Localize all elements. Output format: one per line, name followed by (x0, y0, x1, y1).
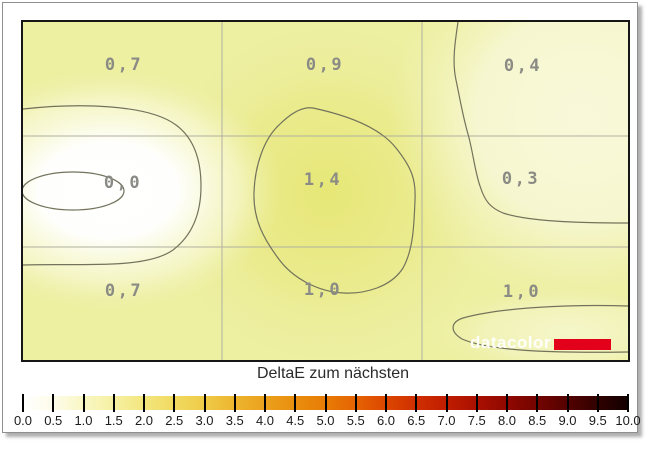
colorbar-tick-label: 8.5 (528, 413, 547, 428)
colorbar-tick (506, 394, 508, 412)
colorbar-tick (82, 394, 85, 412)
colorbar-tick (627, 394, 629, 412)
colorbar-title: DeltaE zum nächsten (256, 365, 410, 382)
datacolor-logo-red-bar (554, 339, 612, 350)
colorbar-tick (52, 394, 55, 412)
contour-right-divider (453, 22, 628, 224)
colorbar-tick-label: 1.0 (74, 413, 93, 428)
datacolor-logo: datacolor (470, 333, 612, 353)
colorbar-tick (354, 394, 357, 412)
colorbar-tick (143, 394, 145, 412)
colorbar-tick (445, 394, 448, 412)
colorbar-tick (415, 394, 418, 412)
colorbar-tick-label: 1.5 (104, 413, 123, 428)
colorbar-tick-label: 9.5 (588, 413, 607, 428)
colorbar-tick (294, 394, 297, 412)
contour-lines (23, 22, 628, 353)
colorbar-tick-label: 8.0 (497, 413, 517, 428)
colorbar-tick-label: 3.0 (195, 413, 214, 428)
colorbar-tick (385, 394, 387, 412)
colorbar-tick (596, 394, 599, 412)
colorbar-tick (264, 394, 266, 412)
colorbar-tick-label: 2.5 (165, 413, 184, 428)
colorbar-tick-label: 7.0 (437, 413, 456, 428)
heatmap-panel: 0,7 0,9 0,4 0,0 1,4 0,3 0,7 1,0 1,0 datacolor (21, 20, 630, 362)
contour-bottomright-lobe (452, 304, 628, 353)
colorbar-tick-label: 9.0 (558, 413, 577, 428)
datacolor-logo-text: datacolor (470, 333, 552, 352)
colorbar-tick (173, 394, 176, 412)
colorbar-tick (475, 394, 478, 412)
colorbar-tick-label: 3.5 (225, 413, 244, 428)
colorbar-tick-label: 2.0 (134, 413, 154, 428)
colorbar-tick-label: 4.5 (286, 413, 305, 428)
colorbar-tick-label: 7.5 (467, 413, 486, 428)
colorbar-tick (324, 394, 327, 412)
colorbar-tick-label: 6.0 (376, 413, 396, 428)
colorbar-tick (203, 394, 206, 412)
colorbar-tick-label: 10.0 (615, 413, 641, 428)
contour-center-loop (253, 107, 416, 294)
grid-lines (23, 22, 628, 360)
colorbar-tick (112, 394, 115, 412)
colorbar-tick-label: 6.5 (407, 413, 426, 428)
contour-left-lobe (23, 105, 202, 266)
colorbar-tick-label: 0.5 (44, 413, 63, 428)
colorbar-tick (22, 394, 24, 412)
heatmap-canvas (23, 22, 628, 360)
colorbar-tick-label: 4.0 (255, 413, 275, 428)
colorbar-tick-label: 5.0 (316, 413, 335, 428)
colorbar-tick (536, 394, 539, 412)
colorbar-tick-label: 0.0 (13, 413, 33, 428)
colorbar-tick (566, 394, 569, 412)
colorbar-tick (233, 394, 236, 412)
report-card: 0,7 0,9 0,4 0,0 1,4 0,3 0,7 1,0 1,0 datacolor De… (2, 2, 641, 433)
contour-zero-ellipse (23, 171, 125, 211)
colorbar-tick-label: 5.5 (346, 413, 365, 428)
heatmap-white-region (23, 22, 628, 360)
